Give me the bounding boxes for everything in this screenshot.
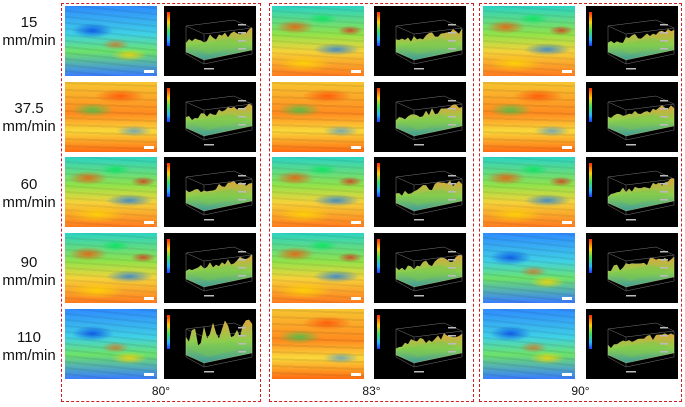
surface-plot-60-90 <box>586 157 678 227</box>
surface-plot-37-5-80 <box>164 82 256 152</box>
speed-unit: mm/min <box>2 118 56 135</box>
angle-group-90: 90° <box>479 3 682 402</box>
surface-3d-graphic <box>589 12 675 70</box>
color-map-15-83 <box>272 6 364 76</box>
surface-3d-graphic <box>167 88 253 146</box>
surface-plot-60-83 <box>374 157 466 227</box>
surface-plot-110-83 <box>374 309 466 379</box>
speed-unit: mm/min <box>2 32 56 49</box>
angle-label: 80° <box>151 384 171 398</box>
surface-plot-110-90 <box>586 309 678 379</box>
speed-label-60: 60 mm/min <box>0 176 58 212</box>
angle-group-80: 80° <box>61 3 261 402</box>
speed-label-37-5: 37.5 mm/min <box>0 100 58 136</box>
color-map-90-90 <box>483 233 575 303</box>
surface-plot-15-90 <box>586 6 678 76</box>
surface-3d-graphic <box>589 88 675 146</box>
surface-plot-90-83 <box>374 233 466 303</box>
speed-unit: mm/min <box>2 194 56 211</box>
speed-value: 15 <box>20 14 38 31</box>
speed-value: 37.5 <box>14 100 44 117</box>
surface-3d-graphic <box>377 163 463 221</box>
surface-3d-graphic <box>589 315 675 373</box>
surface-3d-graphic <box>167 12 253 70</box>
surface-plot-90-90 <box>586 233 678 303</box>
surface-plot-90-80 <box>164 233 256 303</box>
speed-label-15: 15 mm/min <box>0 14 58 50</box>
color-map-90-80 <box>65 233 157 303</box>
surface-plot-37-5-90 <box>586 82 678 152</box>
color-map-60-80 <box>65 157 157 227</box>
speed-unit: mm/min <box>2 272 56 289</box>
surface-plot-110-80 <box>164 309 256 379</box>
angle-label: 90° <box>571 384 590 398</box>
color-map-110-90 <box>483 309 575 379</box>
surface-3d-graphic <box>377 315 463 373</box>
surface-3d-graphic <box>589 239 675 297</box>
surface-3d-graphic <box>377 12 463 70</box>
surface-3d-graphic <box>377 88 463 146</box>
surface-3d-graphic <box>167 163 253 221</box>
surface-3d-graphic <box>377 239 463 297</box>
angle-group-83: 83° <box>269 3 474 402</box>
angle-label: 83° <box>362 384 381 398</box>
surface-3d-graphic <box>167 239 253 297</box>
surface-3d-graphic <box>589 163 675 221</box>
speed-label-110: 110 mm/min <box>0 329 58 365</box>
speed-label-90: 90 mm/min <box>0 254 58 290</box>
speed-value: 90 <box>20 254 38 271</box>
surface-plot-15-83 <box>374 6 466 76</box>
color-map-37-5-80 <box>65 82 157 152</box>
color-map-37-5-90 <box>483 82 575 152</box>
surface-3d-graphic <box>167 315 253 373</box>
color-map-110-80 <box>65 309 157 379</box>
color-map-37-5-83 <box>272 82 364 152</box>
speed-unit: mm/min <box>2 347 56 364</box>
color-map-15-90 <box>483 6 575 76</box>
surface-plot-60-80 <box>164 157 256 227</box>
surface-plot-37-5-83 <box>374 82 466 152</box>
color-map-90-83 <box>272 233 364 303</box>
color-map-110-83 <box>272 309 364 379</box>
color-map-60-90 <box>483 157 575 227</box>
color-map-15-80 <box>65 6 157 76</box>
speed-value: 60 <box>20 176 38 193</box>
speed-value: 110 <box>17 329 41 346</box>
surface-plot-15-80 <box>164 6 256 76</box>
color-map-60-83 <box>272 157 364 227</box>
